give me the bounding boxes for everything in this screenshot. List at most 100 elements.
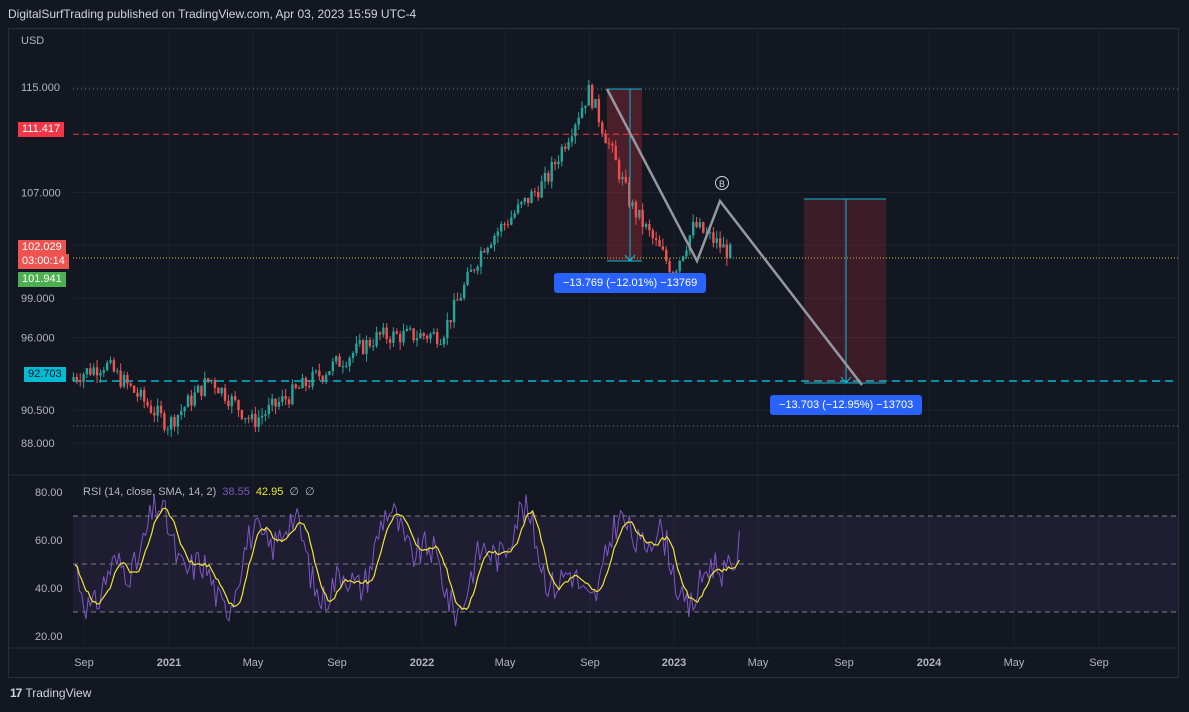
candle-body — [210, 379, 213, 381]
candle-body — [729, 244, 732, 259]
candle-body — [361, 340, 365, 354]
time-axis-label: Sep — [834, 657, 854, 669]
candle-body — [345, 365, 348, 367]
current-price-badge: 102.029 — [18, 240, 66, 255]
candle-body — [627, 182, 631, 206]
candle-body — [388, 339, 392, 343]
candle-body — [638, 209, 641, 218]
candle-body — [365, 339, 368, 354]
candle-body — [439, 344, 442, 346]
rsi-ma-value: 42.95 — [255, 486, 284, 498]
candle-body — [405, 328, 409, 331]
candle-body — [139, 389, 143, 397]
time-axis-label: 2021 — [157, 657, 181, 669]
candle-body — [722, 244, 725, 248]
candle-body — [331, 361, 335, 372]
candle-body — [547, 172, 550, 182]
candle-body — [169, 416, 173, 430]
candle-body — [580, 107, 584, 118]
candle-body — [678, 260, 681, 272]
price-tick-label: 90.500 — [21, 405, 55, 417]
candle-body — [72, 376, 75, 382]
candle-body — [385, 327, 388, 340]
candle-body — [398, 333, 402, 343]
candle-body — [540, 181, 543, 198]
candle-body — [587, 85, 590, 106]
candle-body — [567, 141, 570, 149]
candle-body — [220, 387, 223, 394]
prev-close-badge: 101.941 — [18, 272, 66, 287]
candle-body — [510, 217, 513, 225]
candle-body — [355, 343, 358, 353]
candle-body — [277, 402, 281, 407]
candle-body — [281, 396, 284, 403]
candle-body — [624, 176, 628, 183]
candle-body — [409, 328, 412, 330]
measure-label-first[interactable]: −13.769 (−12.01%) −13769 — [554, 273, 707, 293]
candle-body — [99, 372, 102, 376]
candle-body — [264, 414, 267, 416]
pattern-point-b-icon — [715, 176, 729, 190]
candle-body — [126, 374, 129, 384]
candle-body — [314, 370, 318, 372]
measure-label-second[interactable]: −13.703 (−12.95%) −13703 — [770, 395, 923, 415]
chart-panel[interactable]: 115.000107.000103.00099.00096.00090.5008… — [8, 28, 1179, 678]
candle-body — [260, 415, 264, 418]
rsi-legend: RSI (14, close, SMA, 14, 2) 38.55 42.95 ∅ ∅ — [83, 485, 321, 498]
candle-body — [311, 371, 314, 387]
price-tick-label: 115.000 — [21, 82, 60, 94]
tradingview-footer[interactable]: 17 TradingView — [10, 686, 91, 700]
measure-arrowhead-first — [624, 254, 636, 262]
rsi-line — [74, 494, 740, 627]
candle-body — [109, 360, 112, 363]
candle-body — [368, 339, 372, 347]
candle-body — [550, 162, 553, 182]
countdown-badge: 03:00:14 — [18, 254, 69, 269]
rsi-empty-1: ∅ — [289, 486, 299, 498]
candle-body — [452, 299, 456, 323]
measure-box-second — [804, 199, 886, 383]
price-tick-label: 99.000 — [21, 293, 55, 305]
candle-body — [257, 417, 260, 427]
candle-body — [560, 146, 564, 162]
candles — [72, 79, 732, 437]
rsi-title: RSI (14, close, SMA, 14, 2) — [83, 486, 217, 498]
candle-body — [206, 378, 210, 381]
candle-body — [338, 356, 341, 367]
candle-body — [574, 124, 577, 137]
candle-body — [297, 387, 301, 389]
candle-body — [422, 333, 425, 336]
candle-body — [459, 298, 462, 301]
price-chart[interactable]: 115.000107.000103.00099.00096.00090.5008… — [9, 29, 1179, 678]
candle-body — [89, 368, 92, 375]
candle-body — [112, 360, 116, 372]
candle-body — [584, 105, 587, 108]
drawings: B — [605, 88, 886, 386]
candle-body — [658, 239, 661, 247]
candle-body — [372, 346, 375, 348]
rsi-tick-label: 20.00 — [35, 631, 63, 643]
candle-body — [708, 232, 712, 234]
candle-body — [334, 356, 338, 362]
candle-body — [621, 176, 624, 180]
candle-body — [324, 374, 328, 381]
candle-body — [250, 413, 254, 420]
candle-body — [429, 333, 432, 339]
measure-box-first — [607, 89, 642, 261]
candle-body — [425, 335, 429, 339]
candle-body — [496, 231, 500, 236]
candle-body — [132, 385, 136, 393]
candle-body — [85, 368, 89, 375]
candle-body — [79, 380, 82, 382]
time-axis-label: May — [243, 657, 264, 669]
measure-arrowhead-second — [840, 376, 852, 384]
candle-body — [476, 266, 479, 271]
candle-body — [227, 400, 230, 407]
candle-body — [341, 366, 345, 368]
time-axis-label: Sep — [74, 657, 94, 669]
candle-body — [173, 416, 176, 427]
pattern-point-b-label: B — [719, 179, 725, 189]
candle-body — [180, 411, 183, 416]
candle-body — [274, 398, 277, 407]
candle-body — [533, 191, 537, 193]
